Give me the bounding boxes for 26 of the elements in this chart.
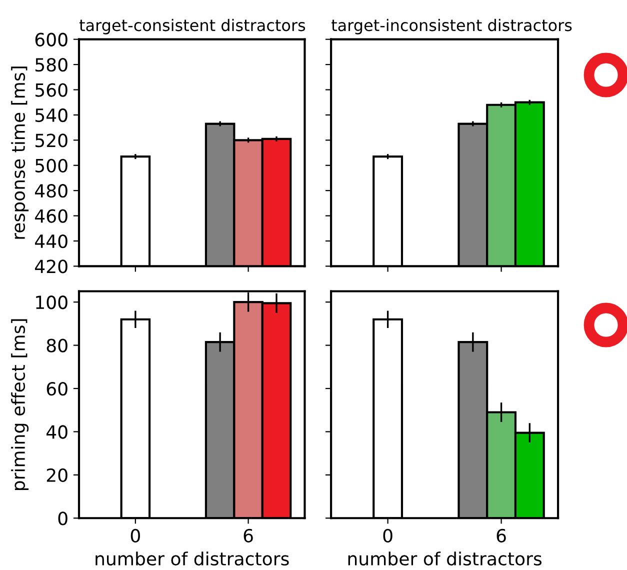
y-tick-label: 420 (35, 260, 68, 274)
x-tick-label: 0 (383, 528, 392, 543)
y-tick-label: 0 (58, 512, 68, 526)
x-axis-title: number of distractors (96, 552, 289, 566)
y-tick-label: 100 (36, 296, 68, 310)
y-tick-label: 600 (35, 32, 68, 46)
y-tick-label: 520 (36, 134, 68, 148)
y-tick-label: 480 (35, 184, 68, 198)
y-tick-label: 540 (36, 108, 68, 122)
y-axis-title: response time [ms] (11, 66, 29, 239)
chart-title: target-consistent distractors (79, 18, 306, 34)
y-tick-label: 20 (46, 468, 68, 482)
x-tick-label: 6 (496, 528, 506, 543)
y-tick-label: 440 (35, 234, 68, 248)
y-tick-label: 60 (46, 382, 68, 396)
x-tick-label: 0 (130, 528, 140, 543)
y-tick-label: 500 (36, 158, 68, 172)
y-tick-label: 40 (46, 425, 68, 439)
y-axis-title: priming effect [ms] (11, 319, 29, 490)
chart-title: target-inconsistent distractors (331, 18, 572, 34)
y-tick-label: 460 (35, 209, 68, 223)
x-axis-title: number of distractors (348, 552, 542, 566)
y-tick-label: 80 (46, 338, 68, 352)
x-tick-label: 6 (244, 528, 253, 543)
y-tick-label: 560 (36, 83, 68, 97)
y-tick-label: 580 (36, 58, 68, 72)
